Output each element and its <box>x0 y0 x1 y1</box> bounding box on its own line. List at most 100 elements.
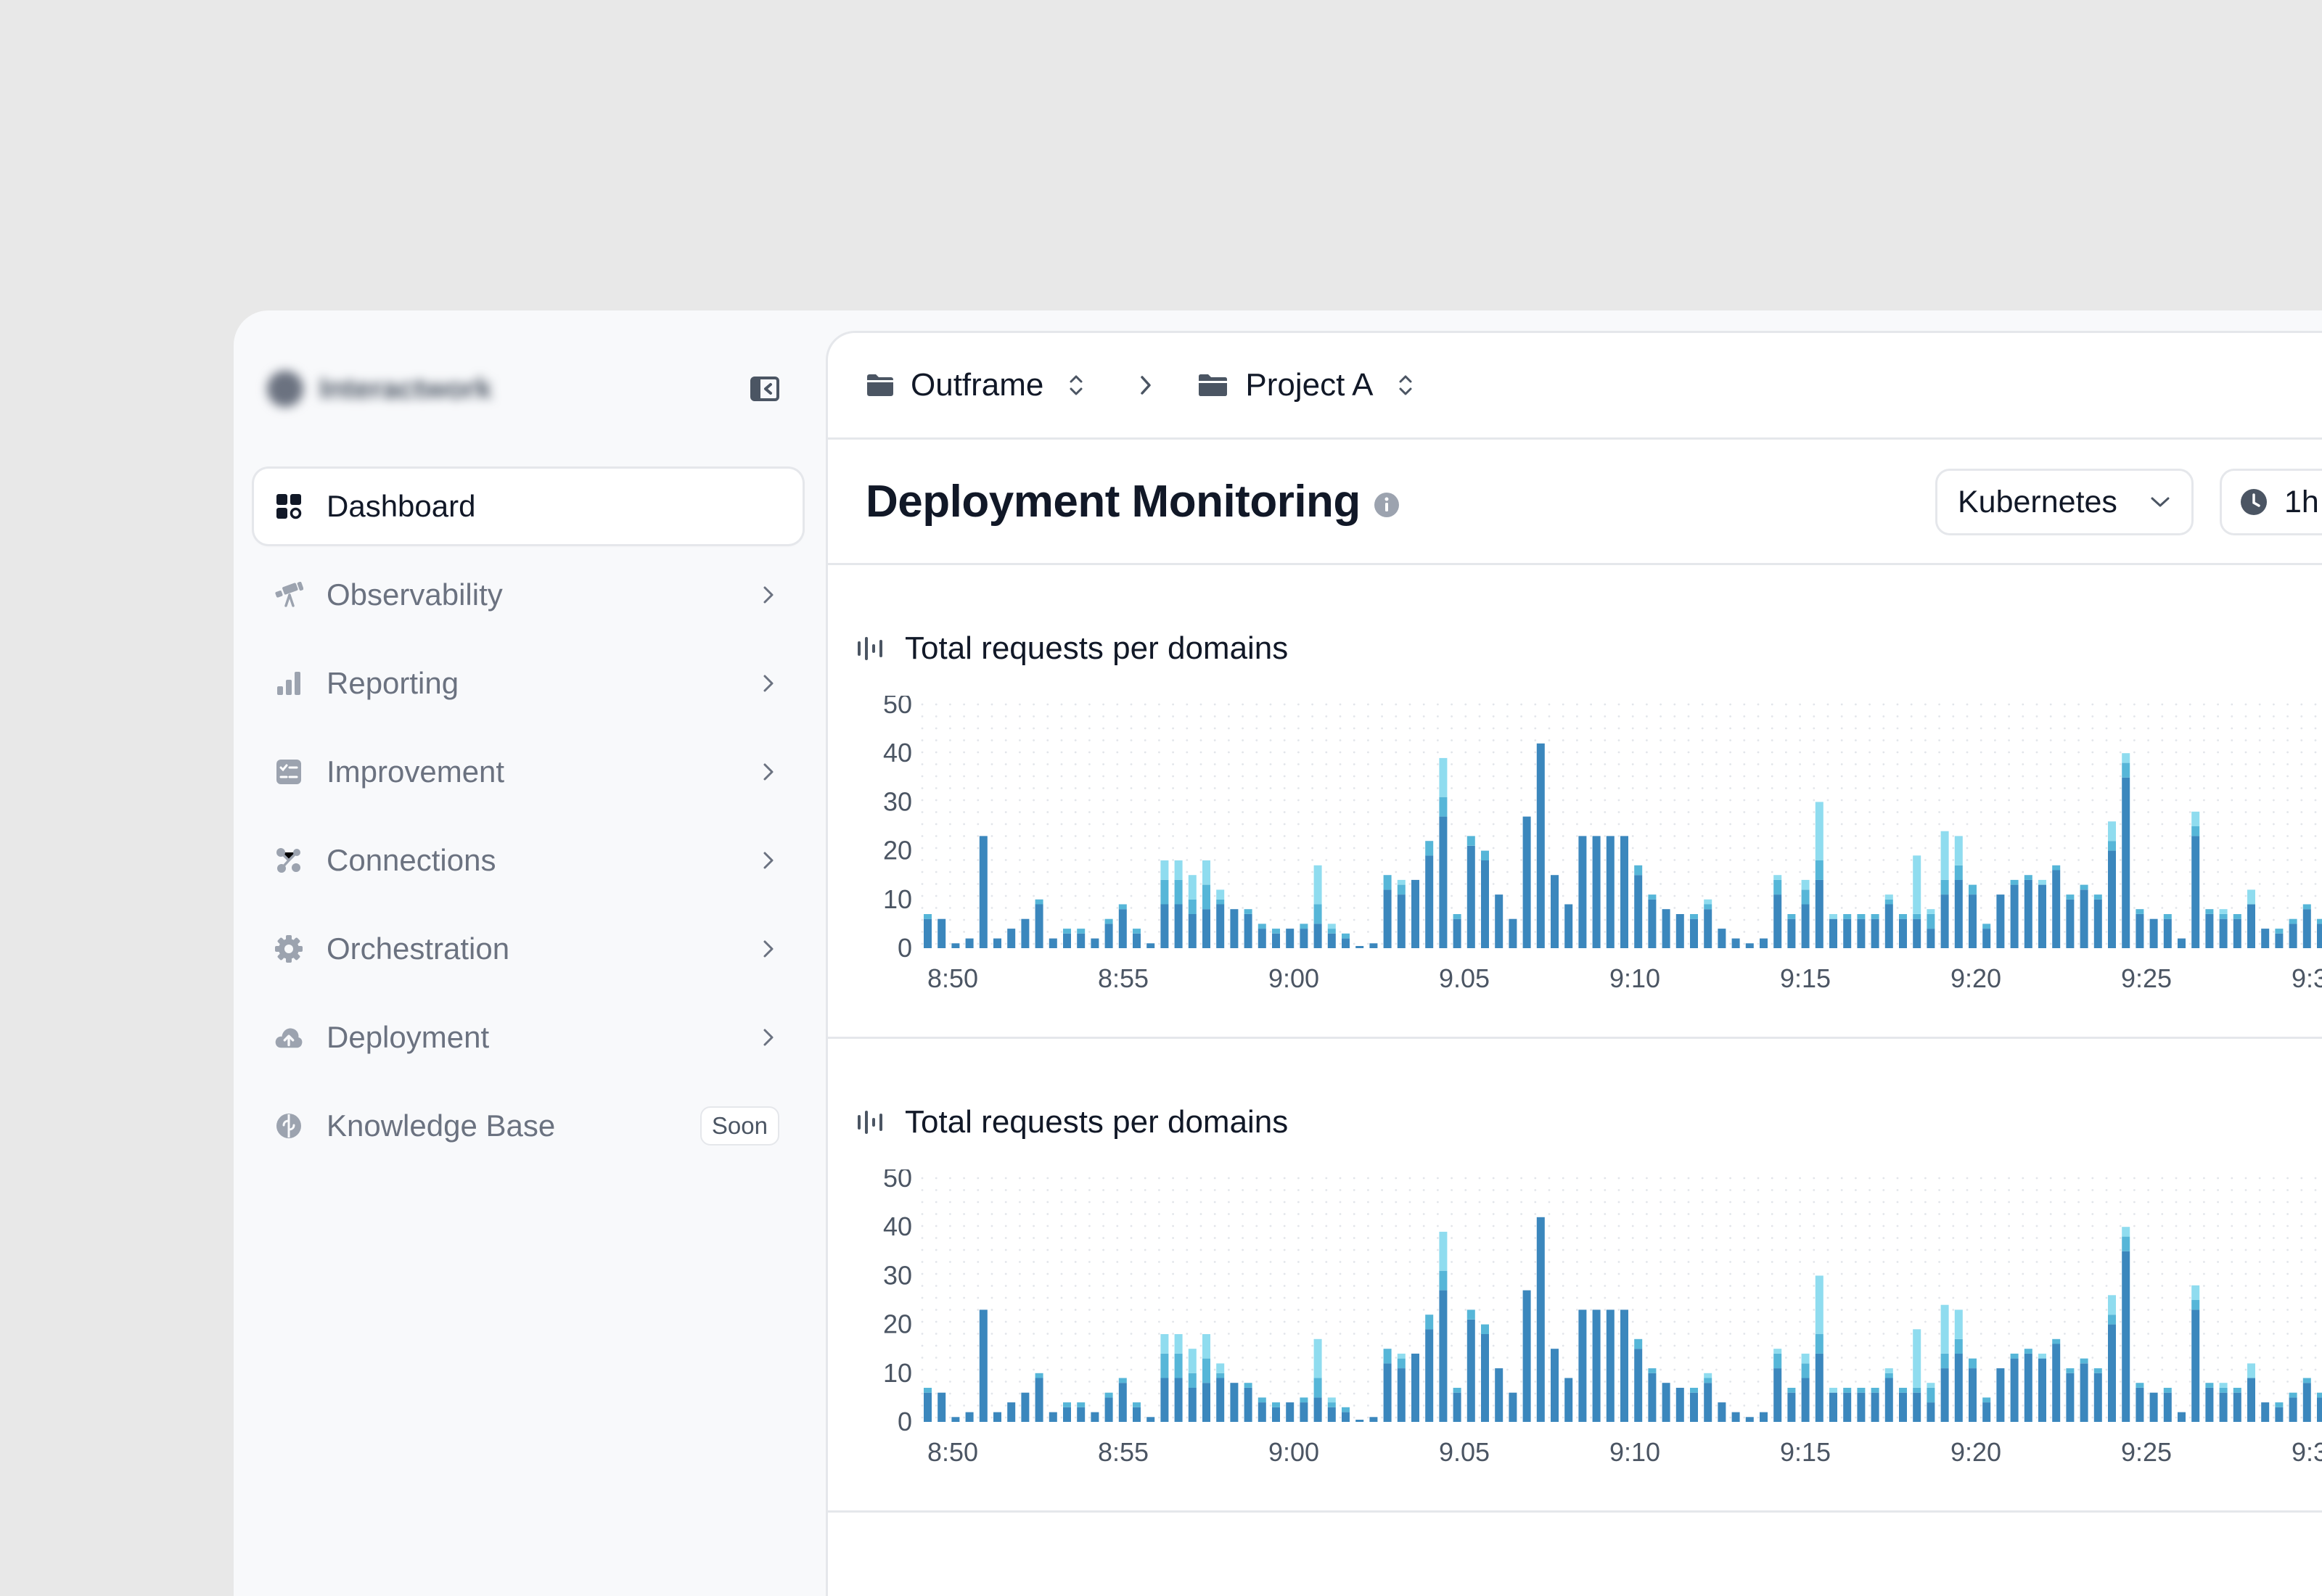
chevron-up-down-icon[interactable] <box>1395 371 1416 400</box>
grid-dot <box>1660 1404 1662 1407</box>
time-range-button[interactable]: 1h <box>2220 469 2322 535</box>
grid-dot <box>1464 847 1467 850</box>
grid-dot <box>2244 1177 2247 1180</box>
grid-dot <box>2105 1296 2108 1299</box>
grid-dot <box>2231 859 2233 861</box>
grid-dot <box>935 883 938 885</box>
grid-dot <box>1729 931 1731 933</box>
grid-dot <box>2258 1381 2261 1383</box>
bar-segment <box>2080 1358 2088 1364</box>
sidebar-item-orchestration[interactable]: Orchestration <box>254 911 803 987</box>
grid-dot <box>1199 1416 1202 1419</box>
grid-dot <box>1562 799 1564 802</box>
grid-dot <box>1631 1416 1634 1419</box>
grid-dot <box>2077 1416 2080 1419</box>
bar-segment <box>1216 1363 1225 1373</box>
grid-dot <box>1562 1357 1564 1359</box>
grid-dot <box>1966 871 1969 873</box>
grid-dot <box>1004 1177 1007 1180</box>
grid-dot <box>1826 1404 1829 1407</box>
bar-segment <box>1843 1388 1852 1393</box>
grid-dot <box>1172 751 1174 754</box>
grid-dot <box>1673 1296 1676 1299</box>
sidebar-item-reporting[interactable]: Reporting <box>254 646 803 721</box>
grid-dot <box>1520 1261 1522 1263</box>
grid-dot <box>1213 883 1216 885</box>
grid-dot <box>1562 1261 1564 1263</box>
grid-dot <box>1228 1416 1230 1419</box>
grid-dot <box>1004 1249 1007 1251</box>
collapse-sidebar-button[interactable] <box>749 373 781 405</box>
sidebar-item-dashboard[interactable]: Dashboard <box>254 469 803 544</box>
grid-dot <box>1004 763 1007 765</box>
grid-dot <box>1060 823 1063 826</box>
grid-dot <box>1269 883 1272 885</box>
bar-segment <box>1675 1388 1684 1422</box>
grid-dot <box>1868 823 1871 826</box>
grid-dot <box>2161 859 2164 861</box>
workspace-brand[interactable]: Interactwork <box>267 369 492 409</box>
grid-dot <box>1213 1201 1216 1204</box>
grid-dot <box>1492 1368 1495 1371</box>
grid-dot <box>1255 883 1258 885</box>
grid-dot <box>1367 787 1369 789</box>
sidebar-item-knowledge-base[interactable]: Knowledge Base Soon <box>254 1088 803 1164</box>
grid-dot <box>1952 894 1955 897</box>
grid-dot <box>1840 1333 1843 1335</box>
grid-dot <box>1437 1368 1439 1371</box>
environment-select[interactable]: Kubernetes <box>1935 469 2194 535</box>
sidebar-item-observability[interactable]: Observability <box>254 557 803 633</box>
grid-dot <box>1646 1381 1648 1383</box>
chevron-up-down-icon[interactable] <box>1065 371 1087 400</box>
grid-dot <box>2119 703 2122 706</box>
grid-dot <box>1715 1177 1718 1180</box>
grid-dot <box>1004 1272 1007 1275</box>
grid-dot <box>2022 799 2024 802</box>
info-icon[interactable] <box>1374 492 1400 518</box>
grid-dot <box>1868 931 1871 933</box>
grid-dot <box>1617 1392 1620 1395</box>
grid-dot <box>1785 775 1787 778</box>
breadcrumb-project[interactable]: Project A <box>1197 367 1416 403</box>
bar-segment <box>1397 1353 1406 1359</box>
grid-dot <box>1938 1368 1940 1371</box>
grid-dot <box>1994 1296 1996 1299</box>
grid-dot <box>1924 883 1927 885</box>
grid-dot <box>1311 739 1313 741</box>
grid-dot <box>1381 871 1383 873</box>
grid-dot <box>2008 787 2010 789</box>
grid-dot <box>1088 1320 1091 1323</box>
grid-dot <box>1325 1296 1328 1299</box>
bar-segment <box>1327 929 1336 934</box>
bar-segment <box>2191 836 2200 948</box>
breadcrumb-org[interactable]: Outframe <box>866 367 1087 403</box>
bar-segment <box>2093 1373 2102 1422</box>
bar-segment <box>2317 1397 2322 1422</box>
grid-dot <box>1422 1309 1425 1311</box>
grid-dot <box>1743 1368 1746 1371</box>
grid-dot <box>1213 787 1216 789</box>
sidebar-item-deployment[interactable]: Deployment <box>254 1000 803 1075</box>
grid-dot <box>1311 751 1313 754</box>
grid-dot <box>2161 1368 2164 1371</box>
grid-dot <box>1771 907 1773 909</box>
grid-dot <box>1520 1357 1522 1359</box>
grid-dot <box>1826 1201 1829 1204</box>
grid-dot <box>1910 751 1913 754</box>
grid-dot <box>1269 918 1272 921</box>
grid-dot <box>2077 1285 2080 1287</box>
grid-dot <box>1144 907 1146 909</box>
checklist-icon <box>274 757 303 786</box>
sidebar-item-improvement[interactable]: Improvement <box>254 734 803 810</box>
grid-dot <box>1033 1189 1035 1191</box>
sidebar-item-connections[interactable]: Connections <box>254 823 803 898</box>
grid-dot <box>1799 1320 1801 1323</box>
grid-dot <box>1339 1357 1342 1359</box>
grid-dot <box>1116 859 1119 861</box>
grid-dot <box>977 787 980 789</box>
grid-dot <box>1074 787 1077 789</box>
grid-dot <box>1590 1285 1592 1287</box>
grid-dot <box>1938 1225 1940 1227</box>
grid-dot <box>1046 942 1049 945</box>
bar-segment <box>1327 1402 1336 1407</box>
